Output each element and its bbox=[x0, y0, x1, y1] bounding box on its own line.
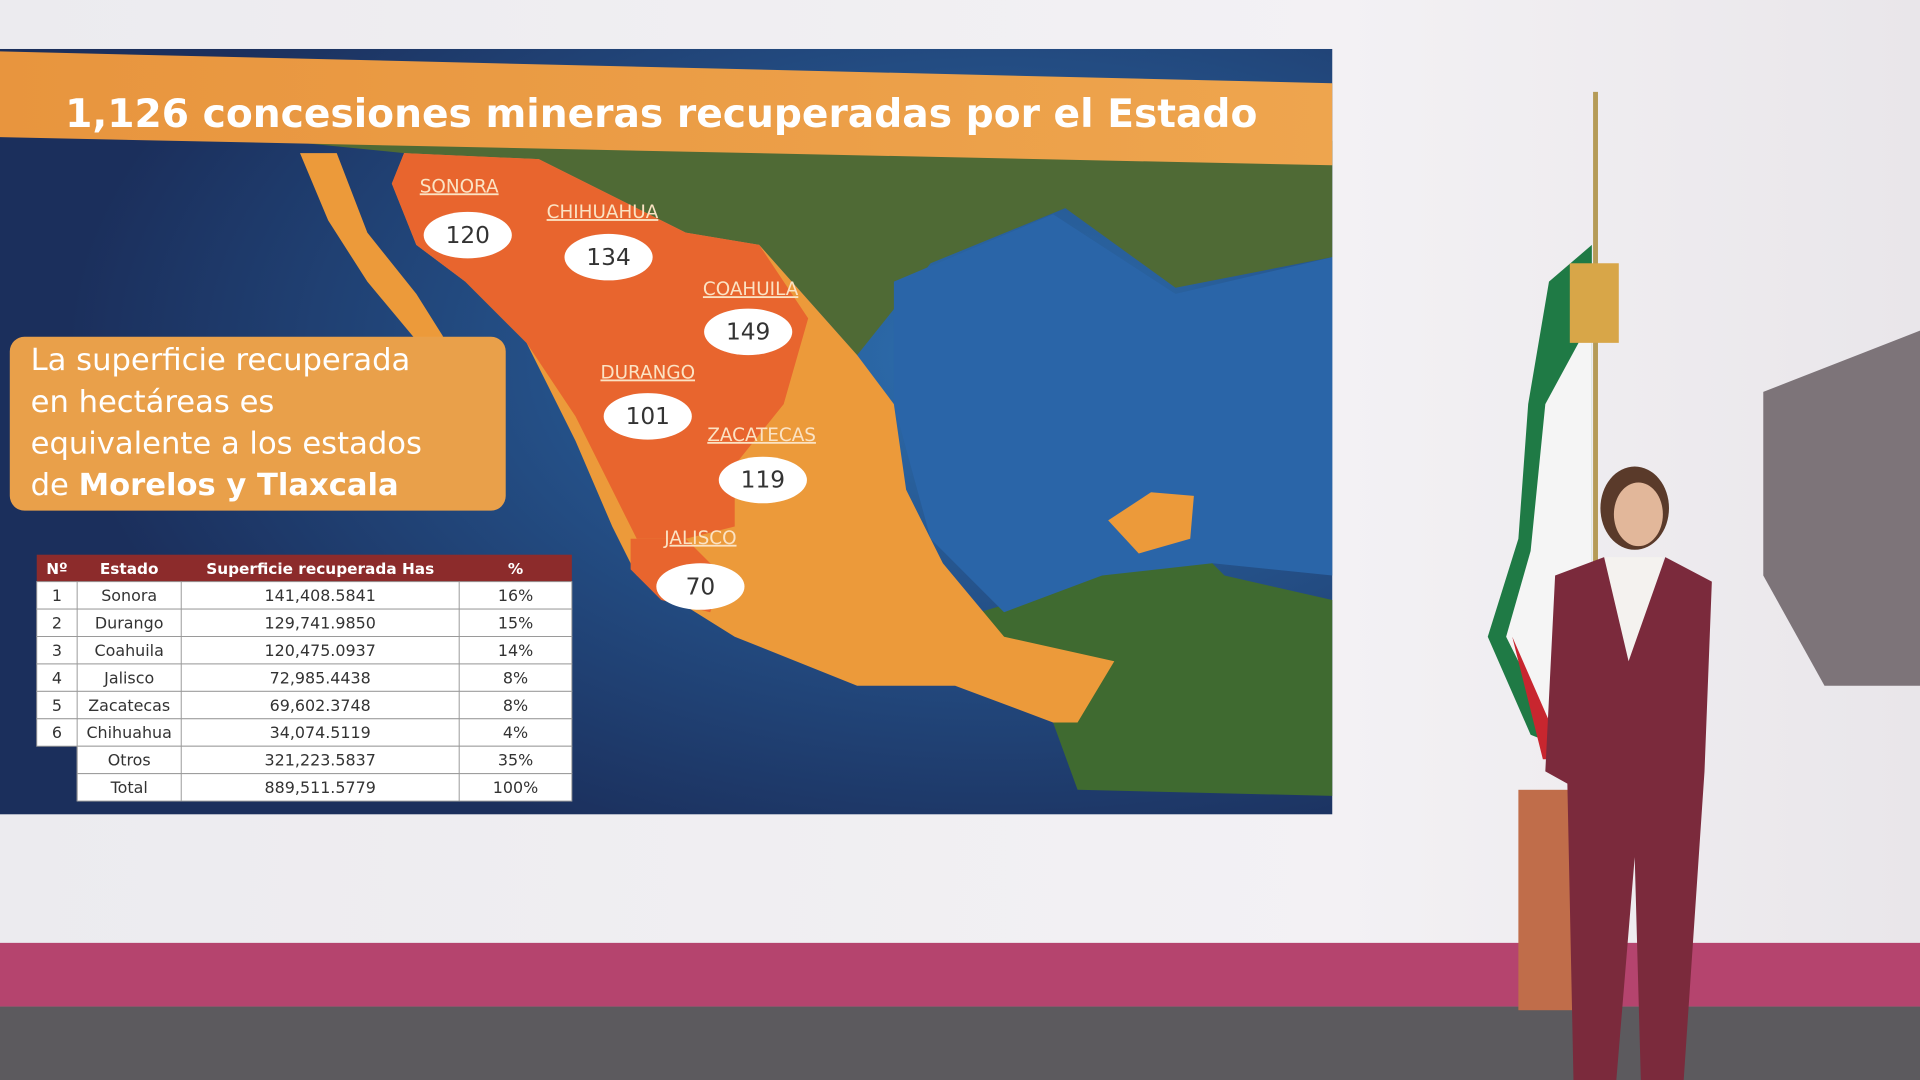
callout-text: equivalente a los estados bbox=[31, 426, 422, 461]
callout-line: de Morelos y Tlaxcala bbox=[31, 468, 399, 503]
table-cell: Chihuahua bbox=[86, 723, 171, 742]
table-cell: 16% bbox=[498, 586, 533, 605]
state-count: 134 bbox=[586, 244, 630, 271]
state-count: 120 bbox=[446, 222, 490, 249]
state-count: 70 bbox=[686, 573, 716, 600]
table-cell: Zacatecas bbox=[88, 696, 170, 715]
table-header-bg bbox=[36, 554, 572, 582]
map-labels: SONORA 120 CHIHUAHUA 134 COAHUILA 149 DURANGO 1… bbox=[420, 176, 816, 610]
table-cell: 2 bbox=[52, 614, 62, 633]
table-cell: 8% bbox=[503, 696, 528, 715]
column-header: Estado bbox=[100, 560, 159, 578]
table-cell: 321,223.5837 bbox=[265, 751, 376, 770]
count-oval bbox=[564, 233, 653, 281]
face bbox=[1613, 482, 1663, 547]
title: 1,126 concesiones mineras recuperadas po… bbox=[65, 92, 1257, 137]
count-oval bbox=[656, 563, 745, 610]
table-cell: 72,985.4438 bbox=[270, 668, 371, 687]
state-count: 101 bbox=[626, 403, 670, 430]
table-row-bg bbox=[36, 636, 573, 665]
table-cell: 129,741.9850 bbox=[265, 614, 376, 633]
state-name: COAHUILA bbox=[703, 279, 799, 300]
table-cell: 14% bbox=[498, 641, 533, 660]
table-cell: 34,074.5119 bbox=[270, 723, 371, 742]
table-cell: 141,408.5841 bbox=[265, 586, 376, 605]
land-north bbox=[281, 140, 1333, 356]
table-cell: 100% bbox=[493, 778, 538, 797]
callout-text: La superficie recuperada bbox=[31, 343, 411, 378]
callout-text: de bbox=[31, 468, 79, 503]
table-cell: 4% bbox=[503, 723, 528, 742]
table-cell: 3 bbox=[52, 641, 62, 660]
suit bbox=[1545, 557, 1712, 1080]
column-header: Superficie recuperada Has bbox=[206, 560, 434, 578]
wall-art bbox=[1763, 330, 1920, 686]
table-cell: 1 bbox=[52, 586, 62, 605]
pink-stripe bbox=[0, 942, 1920, 1007]
table-row-bg bbox=[36, 663, 573, 692]
gulf bbox=[893, 214, 1333, 613]
table-cell: Jalisco bbox=[103, 668, 154, 687]
land-central-america bbox=[979, 526, 1333, 796]
flag-ribbon bbox=[1569, 263, 1619, 343]
flag-red bbox=[1512, 636, 1580, 760]
table-cell: 69,602.3748 bbox=[270, 696, 371, 715]
count-oval bbox=[423, 211, 512, 259]
count-oval bbox=[603, 393, 692, 440]
callout-emphasis: Morelos y Tlaxcala bbox=[79, 468, 399, 503]
baja bbox=[300, 153, 444, 341]
table-cell: 120,475.0937 bbox=[265, 641, 376, 660]
table: Nº Estado Superficie recuperada Has % 1 Sonor… bbox=[36, 554, 573, 802]
count-oval bbox=[704, 308, 793, 356]
table-cell: 5 bbox=[52, 696, 62, 715]
count-oval bbox=[718, 456, 807, 504]
table-cell: Sonora bbox=[101, 586, 157, 605]
table-cell: Total bbox=[110, 778, 148, 797]
table-cell: 6 bbox=[52, 723, 62, 742]
column-header: % bbox=[508, 560, 523, 578]
table-row-bg bbox=[36, 581, 573, 610]
column-header: Nº bbox=[46, 560, 67, 578]
table-row-bg bbox=[76, 745, 573, 775]
callout: La superficie recuperada en hectáreas es e… bbox=[31, 343, 422, 503]
table-row-bg bbox=[36, 608, 573, 637]
state-name: JALISCO bbox=[663, 528, 736, 549]
title-band bbox=[0, 51, 1333, 166]
table-row-bg bbox=[36, 718, 573, 747]
table-cell: 889,511.5779 bbox=[265, 778, 376, 797]
floor bbox=[0, 1006, 1920, 1080]
state-name: SONORA bbox=[420, 176, 499, 197]
table-cell: Coahuila bbox=[95, 641, 164, 660]
callout-line: La superficie recuperada bbox=[31, 343, 411, 378]
yucatan bbox=[1108, 492, 1194, 554]
table-row-bg bbox=[76, 773, 573, 802]
callout-line: en hectáreas es bbox=[31, 384, 275, 419]
state-count: 119 bbox=[741, 467, 785, 494]
callout-text: en hectáreas es bbox=[31, 384, 275, 419]
table-cell: Otros bbox=[108, 751, 151, 770]
state-name: DURANGO bbox=[600, 362, 695, 383]
table-cell: Durango bbox=[95, 614, 164, 633]
state-count: 149 bbox=[726, 319, 770, 346]
table-cell: 35% bbox=[498, 751, 533, 770]
table-row-bg bbox=[36, 690, 573, 720]
table-cell: 15% bbox=[498, 614, 533, 633]
callout-line: equivalente a los estados bbox=[31, 426, 422, 461]
state-name: ZACATECAS bbox=[707, 425, 816, 446]
state-name: CHIHUAHUA bbox=[547, 202, 659, 223]
table-cell: 4 bbox=[52, 668, 62, 687]
table-cell: 8% bbox=[503, 668, 528, 687]
callout-box bbox=[9, 336, 506, 511]
